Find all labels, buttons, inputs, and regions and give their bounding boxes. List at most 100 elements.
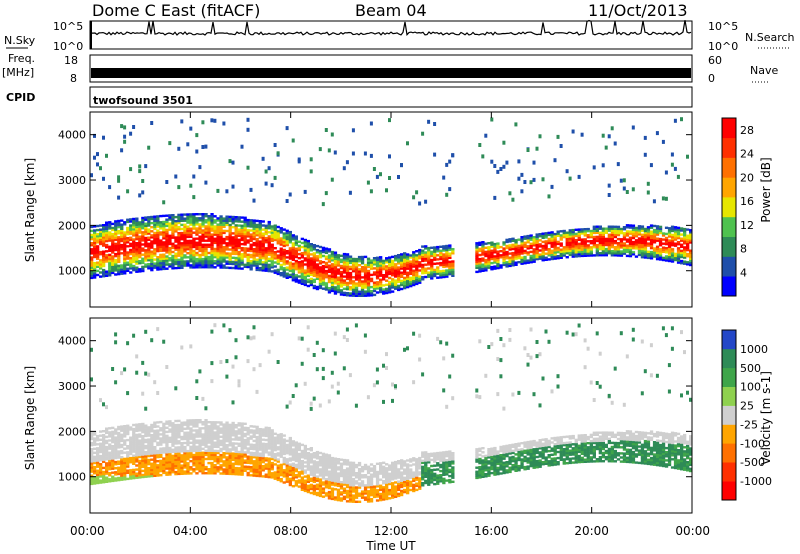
power-cell — [180, 231, 184, 235]
power-cell — [315, 255, 320, 258]
power-cell — [418, 265, 422, 268]
power-cell — [159, 266, 163, 269]
power-cell — [120, 231, 124, 235]
power-cell — [333, 276, 338, 279]
velocity-cell — [135, 443, 139, 447]
velocity-cell — [279, 480, 283, 483]
power-cell — [327, 260, 332, 263]
power-cell — [634, 247, 639, 250]
power-cell — [547, 248, 551, 251]
power-cell — [264, 236, 268, 240]
velocity-cell — [147, 452, 151, 456]
power-cell — [342, 257, 347, 260]
velocity-cell — [189, 455, 193, 459]
power-cell — [162, 233, 166, 236]
velocity-cell — [267, 439, 271, 442]
power-cell — [655, 131, 659, 136]
power-cell — [625, 246, 630, 249]
power-cell — [243, 263, 247, 266]
power-cell — [360, 276, 365, 279]
power-cell — [345, 265, 350, 268]
velocity-cell — [114, 340, 118, 345]
velocity-cell — [120, 437, 124, 441]
velocity-cell — [123, 431, 127, 434]
power-cell — [114, 273, 118, 276]
power-cell — [598, 233, 602, 236]
power-cell — [264, 226, 268, 230]
power-cell — [186, 256, 190, 259]
velocity-cell — [213, 437, 217, 440]
velocity-cell — [249, 437, 253, 440]
velocity-cell — [102, 436, 106, 439]
power-cell — [153, 262, 157, 265]
velocity-cell — [186, 449, 190, 453]
power-cell — [156, 264, 160, 267]
power-cell — [321, 283, 326, 286]
power-cell — [424, 255, 428, 258]
power-cell — [276, 270, 280, 274]
power-cell — [183, 229, 187, 233]
velocity-cell — [129, 477, 133, 480]
velocity-cell — [108, 453, 112, 456]
power-cell — [246, 218, 250, 222]
velocity-cell — [123, 469, 127, 473]
velocity-cell — [183, 445, 187, 449]
power-cell — [499, 254, 503, 257]
velocity-cell — [174, 454, 178, 457]
power-cell — [99, 253, 103, 256]
power-cell — [213, 253, 217, 257]
power-cell — [192, 266, 196, 269]
power-cell — [351, 270, 356, 273]
power-cell — [129, 167, 133, 172]
velocity-cell — [207, 439, 211, 442]
velocity-cell — [180, 464, 184, 467]
power-cell — [667, 229, 672, 232]
power-cell — [177, 260, 181, 263]
power-cell — [667, 235, 672, 238]
power-cell — [309, 281, 313, 285]
power-cell — [216, 245, 220, 249]
power-colorbar-tick: 8 — [740, 243, 747, 256]
power-cell — [258, 250, 262, 253]
velocity-cell — [279, 435, 283, 438]
velocity-cell — [162, 447, 166, 450]
power-cell — [90, 270, 94, 273]
power-cell — [526, 247, 530, 250]
power-cell — [421, 255, 425, 258]
velocity-cell — [162, 439, 166, 442]
velocity-cell — [129, 436, 133, 439]
velocity-cell — [123, 433, 127, 436]
power-cell — [336, 262, 341, 265]
power-cell — [643, 135, 647, 140]
power-cell — [201, 225, 205, 228]
velocity-cell — [123, 465, 127, 469]
power-cell — [108, 239, 112, 242]
power-cell — [680, 245, 684, 248]
power-cell — [351, 292, 356, 295]
power-cell — [195, 227, 199, 230]
nsky-trace — [90, 19, 692, 49]
power-cell — [565, 169, 569, 174]
power-cell — [589, 235, 593, 239]
power-cell — [90, 244, 94, 247]
velocity-cell — [189, 421, 193, 424]
velocity-cell — [120, 425, 124, 428]
power-cell — [375, 260, 380, 264]
power-cell — [297, 265, 301, 268]
velocity-cell — [207, 427, 211, 430]
velocity-cell — [201, 455, 205, 459]
power-cell — [192, 227, 196, 230]
velocity-cell — [156, 431, 160, 434]
power-cell — [267, 241, 271, 244]
velocity-cell — [234, 355, 238, 360]
power-cell — [580, 250, 584, 254]
power-cell — [535, 247, 539, 251]
power-cell — [351, 284, 356, 287]
velocity-cell — [108, 459, 112, 463]
power-cell — [168, 257, 172, 260]
power-cell — [162, 222, 166, 226]
power-cell — [144, 245, 148, 248]
power-cell — [135, 227, 139, 231]
power-cell — [312, 262, 316, 265]
power-cell — [445, 162, 449, 167]
